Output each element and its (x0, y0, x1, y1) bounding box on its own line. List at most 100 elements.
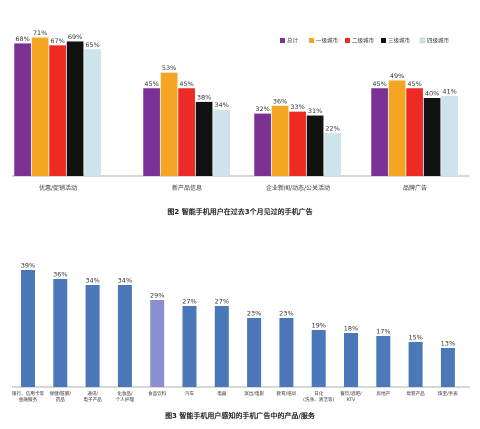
chart1-value-label: 33% (290, 103, 304, 111)
chart1-bar (66, 41, 84, 177)
chart2-category-label: 银行、信用卡等 (12, 390, 45, 397)
chart1-value-label: 53% (162, 64, 176, 72)
chart1-value-label: 71% (33, 29, 47, 37)
chart2-category-label: 日化 (314, 390, 324, 397)
chart1-bar (84, 49, 101, 176)
chart1-category-label: 新产品信息 (172, 184, 202, 192)
chart1-value-label: 45% (407, 80, 421, 88)
chart1-category-label: 优惠/促销活动 (39, 184, 77, 192)
chart1-legend: 总计 一级城市 二级城市 三级城市 四级城市 (280, 37, 450, 45)
chart1-legend-swatch (419, 37, 426, 44)
chart2-category-label: 化妆品/ (117, 390, 133, 397)
chart1-value-label: 40% (425, 90, 439, 98)
chart1-bar (423, 98, 441, 176)
chart2-category-label: (洗涤、清洁等) (303, 396, 334, 403)
chart1-value-label: 22% (325, 125, 339, 133)
chart1-legend-label: 总计 (287, 37, 299, 45)
chart2-category-label: 食品饮料 (148, 390, 167, 397)
chart1-legend-swatch (381, 38, 386, 43)
chart2-category-label: 通讯/ (87, 390, 98, 397)
chart1-bar (160, 72, 178, 176)
chart1-bar (178, 88, 195, 176)
chart1-bar (14, 43, 31, 177)
chart2-category-label: 教育/培训 (276, 390, 296, 397)
chart2-category-label: 电子产品 (83, 396, 102, 403)
chart1-legend-swatch (280, 38, 285, 43)
chart1-bar (388, 80, 406, 176)
chart1-category-label: 企业新闻/动态/公关活动 (266, 184, 330, 192)
chart2-value-label: 23% (247, 310, 261, 318)
chart2-caption: 图3 智能手机用户感知的手机广告中的产品/服务 (165, 411, 316, 420)
chart1-caption: 图2 智能手机用户在过去3个月见过的手机广告 (167, 207, 312, 216)
chart1-bar (271, 105, 289, 176)
chart2-category-label: 珠宝/手表 (438, 390, 458, 397)
chart1-value-label: 45% (144, 80, 158, 88)
chart1-value-label: 32% (255, 105, 269, 113)
chart1-value-label: 65% (85, 41, 99, 49)
chart1-legend-label: 四级城市 (427, 37, 450, 45)
chart2-bar (85, 285, 100, 387)
chart2-value-label: 36% (53, 271, 67, 279)
chart2-bar (182, 306, 197, 387)
chart2-value-label: 39% (21, 262, 35, 270)
chart1-legend-label: 三级城市 (388, 37, 411, 45)
chart2-bar (376, 336, 391, 387)
chart2-category-label: 保健/脏腑/ (50, 390, 72, 397)
chart2-bar (21, 270, 35, 387)
chart1-value-label: 31% (308, 107, 322, 115)
chart2-category-label: 电器 (217, 390, 227, 397)
chart2-bar (440, 348, 455, 387)
chart2-bar (214, 306, 229, 387)
chart1-legend-swatch (345, 38, 350, 43)
chart1-bar (31, 37, 49, 176)
chart2-bar (150, 300, 165, 387)
chart2-bar (53, 279, 68, 387)
chart1-value-label: 45% (372, 80, 386, 88)
chart2-value-label: 27% (215, 298, 229, 306)
chart1-legend-label: 二级城市 (352, 37, 375, 45)
chart1-bar (195, 101, 213, 176)
chart2-bar (279, 318, 294, 387)
chart2-value-label: 19% (311, 322, 325, 330)
chart2-category-label: 餐饮/酒吧/ (340, 390, 362, 397)
chart1-value-label: 68% (15, 35, 29, 43)
chart1-legend-label: 一级城市 (316, 37, 339, 45)
chart2-value-label: 15% (408, 334, 422, 342)
chart2-category-label: 母婴产品 (406, 390, 425, 397)
chart2-value-label: 34% (85, 277, 99, 285)
chart1-value-label: 45% (179, 80, 193, 88)
chart1-value-label: 34% (214, 101, 228, 109)
chart2-category-label: 金融服务 (19, 396, 38, 403)
chart2-value-label: 27% (182, 298, 196, 306)
chart2-bar (117, 285, 132, 387)
chart2-bar (247, 318, 262, 387)
chart1-bar (406, 88, 423, 176)
chart2-category-label: 房地产 (376, 390, 390, 397)
chart2-bar (408, 342, 423, 387)
chart2-value-label: 17% (376, 328, 390, 336)
chart2-value-label: 23% (279, 310, 293, 318)
chart1-value-label: 38% (197, 93, 211, 101)
chart2-category-label: 药品 (56, 396, 66, 403)
chart2-category-label: 汽车 (185, 390, 195, 397)
chart1-bar (306, 115, 324, 176)
chart2-value-label: 29% (150, 292, 164, 300)
chart2-category-label: 演出/电影 (244, 390, 264, 397)
chart1-value-label: 36% (273, 97, 287, 105)
chart1-bar (213, 109, 230, 176)
chart2-bar (344, 333, 358, 387)
chart1-bar (324, 133, 341, 176)
chart1-bar (143, 88, 160, 176)
chart2-category-label: 个人护理 (116, 396, 135, 403)
chart2-value-label: 34% (118, 277, 132, 285)
chart2-value-label: 18% (344, 325, 358, 333)
chart2-value-label: 13% (441, 340, 455, 348)
chart1-bar (254, 113, 271, 176)
chart1-value-label: 41% (442, 88, 456, 96)
chart2-bar (311, 330, 326, 387)
chart1-bar (49, 45, 66, 176)
chart1-value-label: 67% (50, 37, 64, 45)
chart1-bar (289, 111, 306, 176)
